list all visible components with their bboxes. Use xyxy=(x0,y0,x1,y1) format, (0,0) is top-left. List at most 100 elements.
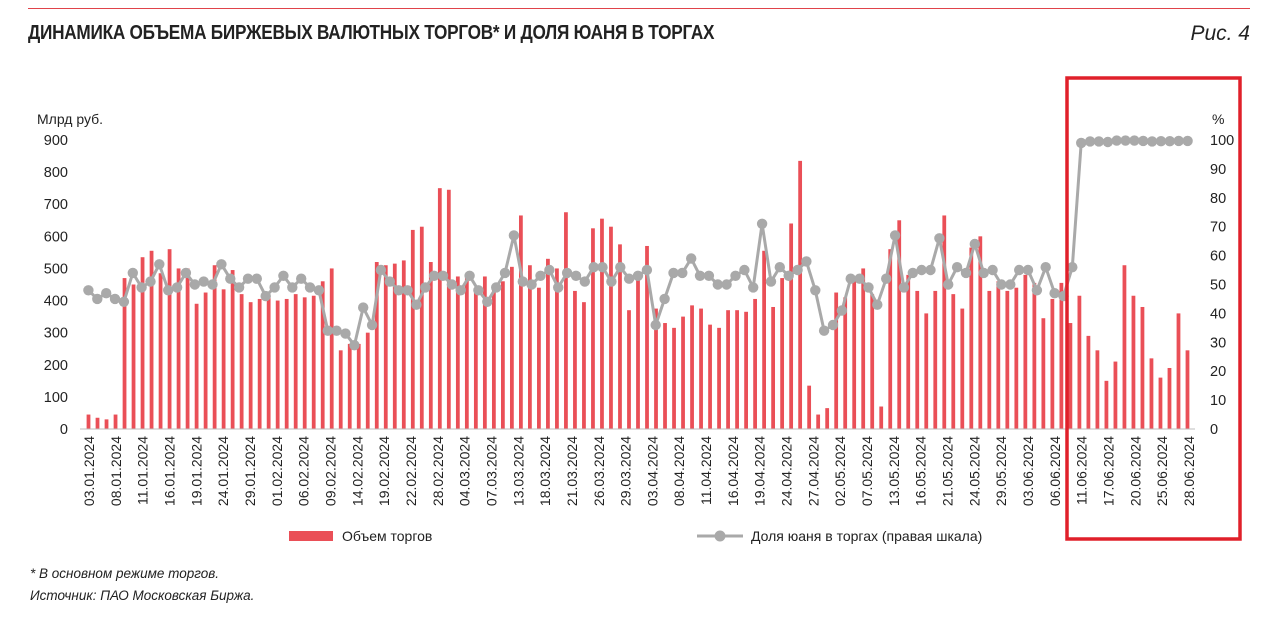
volume-bar xyxy=(861,268,866,429)
yuan-share-point xyxy=(473,285,484,296)
volume-bar xyxy=(843,297,848,429)
x-tick-label: 27.04.2024 xyxy=(805,436,821,506)
volume-bar xyxy=(1032,282,1037,429)
left-axis-label: Млрд руб. xyxy=(37,111,103,127)
volume-bar xyxy=(915,290,920,429)
volume-bar xyxy=(266,297,271,429)
left-tick-label: 0 xyxy=(60,422,68,438)
volume-bar xyxy=(789,223,794,429)
volume-bar xyxy=(834,292,839,429)
volume-bar xyxy=(807,385,812,429)
volume-bar xyxy=(1131,295,1136,429)
yuan-share-point xyxy=(331,325,342,336)
volume-bar xyxy=(717,327,721,429)
yuan-share-point xyxy=(482,296,493,307)
volume-bar xyxy=(311,295,316,429)
yuan-share-point xyxy=(349,340,360,351)
yuan-share-point xyxy=(694,270,706,281)
volume-bar xyxy=(419,226,424,429)
x-tick-label: 16.01.2024 xyxy=(162,436,178,506)
right-tick-label: 60 xyxy=(1210,249,1226,265)
x-tick-label: 24.05.2024 xyxy=(966,436,982,506)
volume-bar xyxy=(762,250,766,429)
volume-bar xyxy=(1041,318,1046,429)
yuan-share-point xyxy=(393,285,404,296)
source-note: Источник: ПАО Московская Биржа. xyxy=(30,588,255,603)
volume-bar xyxy=(320,281,325,429)
yuan-share-point xyxy=(1049,288,1060,299)
yuan-share-point xyxy=(810,285,821,296)
x-tick-label: 11.06.2024 xyxy=(1074,436,1090,505)
yuan-share-point xyxy=(260,290,271,302)
yuan-share-point xyxy=(1093,136,1105,147)
yuan-share-point xyxy=(464,270,475,281)
yuan-share-point xyxy=(499,267,511,279)
left-tick-label: 900 xyxy=(44,133,68,149)
volume-bar xyxy=(852,278,857,429)
volume-bar xyxy=(293,294,298,429)
yuan-share-point xyxy=(863,282,874,293)
legend-line-marker xyxy=(714,530,726,542)
volume-bar xyxy=(978,236,983,429)
yuan-share-point xyxy=(774,262,785,273)
yuan-share-point xyxy=(987,264,998,276)
yuan-share-point xyxy=(969,238,980,250)
x-tick-label: 19.04.2024 xyxy=(752,436,768,506)
yuan-share-point xyxy=(677,267,688,279)
volume-bar xyxy=(221,289,226,429)
left-tick-label: 100 xyxy=(44,390,68,406)
yuan-share-point xyxy=(756,218,768,229)
volume-bar xyxy=(897,220,902,429)
right-tick-label: 0 xyxy=(1210,422,1218,438)
right-tick-label: 50 xyxy=(1210,278,1226,294)
volume-bar xyxy=(509,266,514,429)
volume-bar xyxy=(95,417,100,429)
volume-bar xyxy=(888,249,893,429)
yuan-share-point xyxy=(1014,264,1025,276)
volume-bar xyxy=(194,303,199,429)
yuan-share-point xyxy=(721,279,732,290)
yuan-share-point xyxy=(420,282,431,293)
x-tick-label: 03.06.2024 xyxy=(1020,436,1036,506)
volume-bar xyxy=(573,290,577,429)
yuan-share-point xyxy=(526,279,537,290)
volume-bar xyxy=(528,265,532,429)
yuan-share-point xyxy=(491,282,502,293)
volume-bar xyxy=(780,278,785,429)
yuan-share-point xyxy=(561,267,573,279)
x-tick-label: 16.05.2024 xyxy=(913,436,929,506)
x-tick-label: 29.05.2024 xyxy=(993,436,1009,506)
right-tick-label: 100 xyxy=(1210,133,1234,149)
yuan-share-point xyxy=(1120,135,1131,146)
x-tick-label: 24.01.2024 xyxy=(215,436,231,506)
volume-bar xyxy=(212,265,217,429)
x-tick-label: 29.01.2024 xyxy=(242,436,258,506)
volume-bar xyxy=(1149,358,1154,429)
yuan-share-point xyxy=(996,279,1007,290)
yuan-share-point xyxy=(1076,137,1087,149)
yuan-share-point xyxy=(118,296,130,307)
yuan-share-point xyxy=(960,267,972,279)
yuan-share-point xyxy=(818,325,830,336)
yuan-share-point xyxy=(579,276,590,287)
volume-bar xyxy=(329,268,334,429)
volume-bar xyxy=(582,302,586,429)
yuan-share-point xyxy=(508,230,520,241)
yuan-share-point xyxy=(641,264,653,276)
x-tick-label: 06.06.2024 xyxy=(1047,436,1063,506)
volume-bar xyxy=(555,268,559,429)
left-axis-ticks: 0 100 200 300 400 500 600 700 800 900 xyxy=(44,133,68,438)
yuan-share-point xyxy=(92,293,103,305)
yuan-share-point xyxy=(1005,279,1016,290)
volume-bar xyxy=(753,298,757,429)
x-tick-label: 21.03.2024 xyxy=(564,436,580,506)
yuan-share-point xyxy=(287,282,298,293)
yuan-share-point xyxy=(712,279,723,290)
yuan-share-point xyxy=(854,273,865,284)
volume-bar xyxy=(1095,350,1100,429)
right-tick-label: 20 xyxy=(1210,364,1226,380)
yuan-share-point xyxy=(198,276,209,287)
volume-bar xyxy=(140,257,145,429)
volume-bar xyxy=(185,268,190,429)
x-tick-label: 03.04.2024 xyxy=(644,436,660,506)
